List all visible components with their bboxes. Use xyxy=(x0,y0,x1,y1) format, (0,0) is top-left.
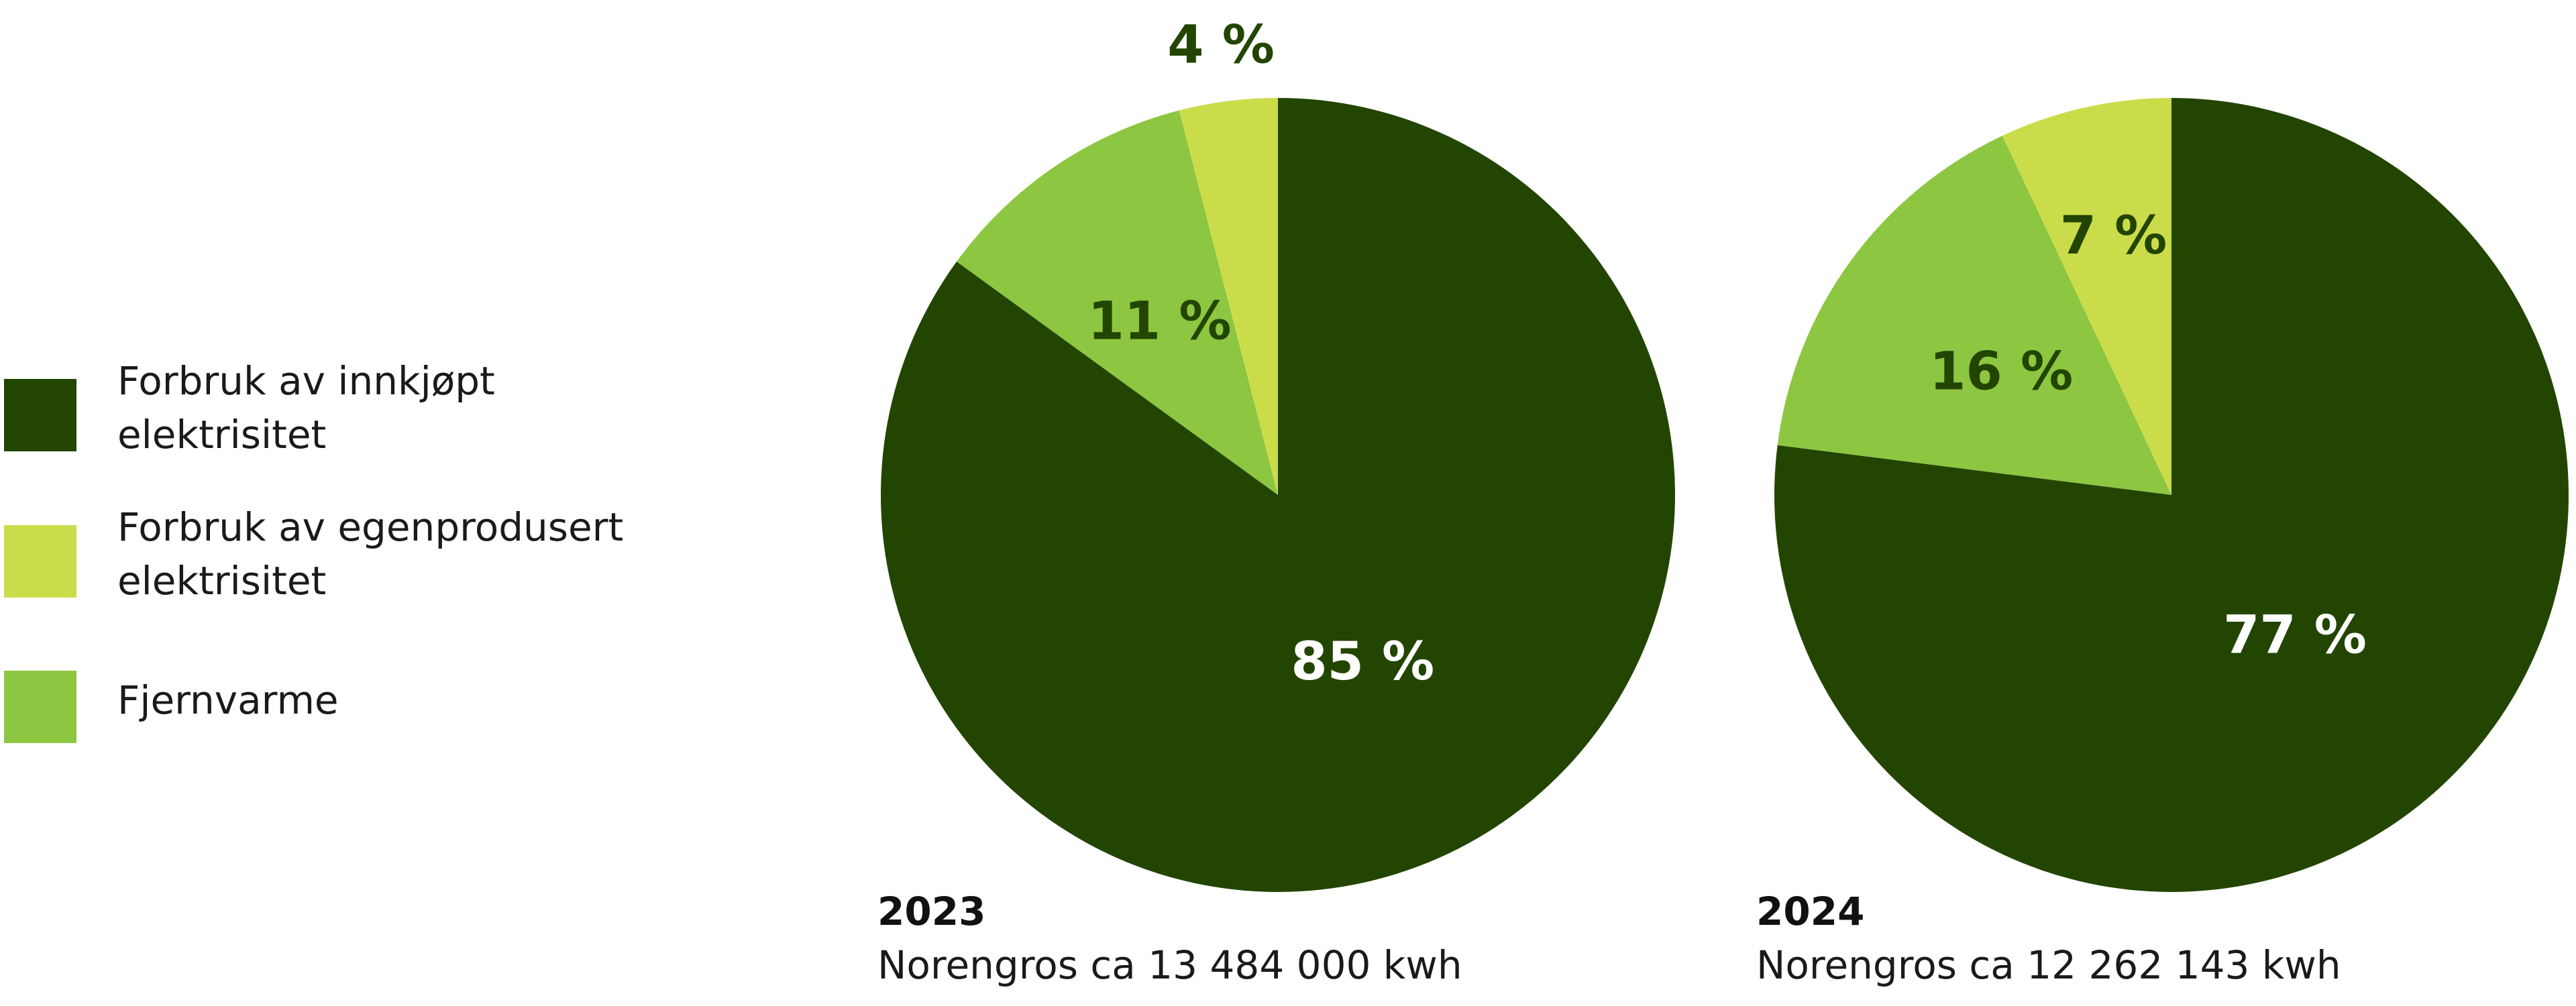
pie-label-2023-district_heating: 11 % xyxy=(1088,292,1232,352)
pie-caption-2023: Norengros ca 13 484 000 kwh xyxy=(877,942,1462,988)
legend-swatch-self_produced xyxy=(4,525,76,598)
pie-slice-2023-self_produced xyxy=(1179,98,1278,495)
pie-label-2024-self_produced: 7 % xyxy=(2060,206,2167,266)
pie-label-2023-purchased: 85 % xyxy=(1291,632,1434,692)
pie-caption-2024: Norengros ca 12 262 143 kwh xyxy=(1756,942,2341,988)
pie-year-2023: 2023 xyxy=(877,889,985,934)
pie-chart-2023: 85 % 11 % 4 % 2023 Norengros ca 13 484 000 k… xyxy=(877,15,1675,988)
legend-swatch-purchased xyxy=(4,379,76,451)
pie-label-2024-purchased: 77 % xyxy=(2223,606,2367,666)
legend: Forbruk av innkjøpt elektrisitet Forbruk a… xyxy=(4,358,623,743)
pie-slice-2024-district_heating xyxy=(1777,135,2171,496)
pie-slice-2024-purchased xyxy=(1774,98,2569,892)
pie-label-2023-self_produced: 4 % xyxy=(1167,15,1275,75)
pie-chart-2024: 77 % 16 % 7 % 2024 Norengros ca 12 262 143 k… xyxy=(1756,98,2569,988)
pie-slice-2024-self_produced xyxy=(2002,98,2171,495)
pie-slice-2023-purchased xyxy=(880,98,1675,892)
pie-slice-2023-district_heating xyxy=(957,110,1278,496)
legend-label-purchased: Forbruk av innkjøpt elektrisitet xyxy=(117,358,495,457)
pie-year-2024: 2024 xyxy=(1756,889,1864,934)
pie-label-2024-district_heating: 16 % xyxy=(1929,342,2073,402)
legend-swatch-district_heating xyxy=(4,671,76,743)
legend-label-district_heating: Fjernvarme xyxy=(117,677,339,723)
legend-label-self_produced: Forbruk av egenprodusert elektrisitet xyxy=(117,504,623,604)
